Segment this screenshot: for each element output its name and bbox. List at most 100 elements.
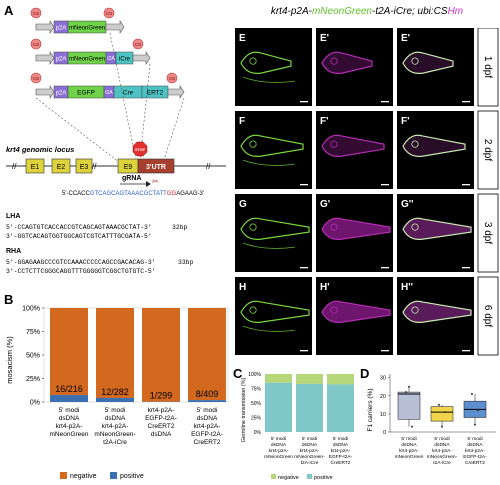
chart-d-category-label: krt4-p2A-	[465, 448, 485, 454]
fish-eye	[411, 140, 419, 148]
legend-positive-label: positive	[314, 475, 333, 481]
chart-d-category-label: krt4-p2A-	[399, 448, 419, 454]
scale-bar	[462, 267, 470, 269]
cs-label: CS	[169, 76, 175, 81]
box-point	[474, 423, 476, 426]
yolk-outline	[242, 325, 296, 332]
bar-negative	[188, 308, 226, 401]
chart-b-category-label: 5' modi	[59, 407, 80, 414]
rha-title: RHA	[6, 248, 22, 255]
construct-mneongreen: CS CS p2A mNeonGreen	[30, 7, 125, 34]
chart-b-ytick: 0%	[30, 400, 40, 407]
chart-c: Germline transmission (%) 0% 25% 50% 75% 100…	[241, 372, 354, 481]
box-point	[411, 425, 413, 428]
bar-negative	[96, 308, 134, 398]
cs-label: CS	[33, 42, 39, 47]
box-point	[438, 403, 440, 406]
bar-negative	[50, 308, 88, 396]
part-p2a-label: p2A	[56, 91, 67, 97]
yolk-outline	[242, 76, 296, 83]
exon-e2-label: E2	[57, 164, 66, 171]
panel-label-d: D	[360, 366, 370, 381]
microscopy-title: krt4-p2A-mNeonGreen-t2A-iCre; ubi:CSHm	[236, 6, 498, 17]
chart-c-category-label: krt4-p2A-	[331, 448, 351, 454]
cs-site-icon	[30, 72, 42, 84]
fish-outline	[402, 217, 472, 240]
microscopy-grid: E E' E' 1 dpf F F' F' 2 dpf G G' G'' 3 dpf H H' H'' 6 d…	[235, 28, 499, 356]
chart-c-category-label: dsDNA	[271, 442, 287, 448]
scale-bar	[300, 101, 308, 103]
chart-c-category-label: dsDNA	[302, 442, 318, 448]
legend-negative-swatch	[271, 474, 276, 479]
chart-d-ytick: 0	[383, 430, 386, 436]
title-magenta: Hm	[447, 6, 464, 17]
chart-b-ytick: 75%	[26, 329, 40, 336]
chart-d-ytick: 10	[380, 412, 386, 418]
fish-eye	[249, 223, 257, 231]
micrograph-panel-label: H'	[320, 282, 330, 293]
chart-d-category-label: 5' modi	[434, 436, 449, 442]
fish-eye	[330, 306, 338, 314]
title-green: mNeonGreen	[311, 6, 372, 17]
grna-sequence: 5'-CCACCGTCAGCAGTAAACGCTATTGGAGAAG-3'	[62, 191, 204, 197]
chart-b-category-label: krt4-p2A-	[148, 407, 175, 414]
legend-negative-swatch	[60, 472, 67, 479]
cs-site-icon	[103, 7, 115, 19]
chart-d-category-label: 5' modi	[401, 436, 416, 442]
chart-b-category-label: EGFP-t2A-	[191, 431, 223, 438]
chart-b-category-label: t2A-iCre	[103, 439, 127, 446]
scale-bar	[300, 184, 308, 186]
fish-eye	[330, 57, 338, 65]
chart-d-category-label: t2A-iCre	[433, 460, 451, 466]
part-cre-label: Cre	[123, 90, 134, 97]
fish-outline	[240, 51, 292, 74]
homology-arm-right-icon	[132, 51, 151, 65]
part-p2a-label: p2A	[56, 57, 67, 63]
exon-e2	[51, 158, 71, 174]
panel-label-b: B	[4, 292, 14, 307]
chart-d-category-label: dsDNA	[434, 442, 450, 448]
cs-label: CS	[106, 11, 112, 16]
lha-top-strand: 5'-CCAGTGTCACCACCGTCAGCAGTAAACGCTAT-3'	[6, 224, 152, 231]
fish-outline	[321, 134, 385, 157]
locus-break-icon: //	[206, 162, 211, 171]
fish-outline	[321, 51, 373, 74]
chart-c-category-label: EGFP-t2A-	[329, 454, 353, 460]
stop-label: STOP	[135, 148, 146, 152]
utr-box	[137, 158, 175, 174]
stage-label: 6 dpf	[482, 305, 493, 327]
fish-eye	[411, 306, 419, 314]
chart-b-category-label: dsDNA	[197, 415, 218, 422]
box-point	[477, 409, 479, 412]
chart-d-ytick: 30	[380, 376, 386, 382]
chart-c-category-label: 5' modi	[271, 436, 286, 442]
stage-label-box	[477, 193, 499, 273]
bar-data-label: 12/282	[101, 387, 129, 397]
chart-d-category-label: 5' modi	[467, 436, 482, 442]
stage-label: 2 dpf	[482, 139, 493, 161]
bar-negative	[296, 374, 323, 384]
fish-outline	[321, 217, 391, 240]
chart-b-ytick: 100%	[22, 306, 40, 313]
bar-positive	[188, 400, 226, 402]
bar-positive	[50, 395, 88, 402]
micrograph-panel-label: F	[239, 116, 245, 127]
legend-negative-label: negative	[70, 473, 97, 480]
box-point	[405, 391, 407, 394]
fish-eye	[411, 223, 419, 231]
fish-eye	[249, 140, 257, 148]
locus-break-icon: //	[12, 162, 17, 171]
homology-arm-right-icon	[167, 85, 185, 99]
fish-outline	[240, 217, 310, 240]
chart-d-category-label: krt4-p2A-	[432, 448, 452, 454]
bar-data-label: 1/299	[150, 391, 173, 401]
cs-site-icon	[30, 7, 42, 19]
chart-b-category-label: dsDNA	[59, 415, 80, 422]
chart-d-category-label: mNeonGreen	[395, 454, 424, 460]
fish-eye	[411, 57, 419, 65]
chart-d-category-label: dsDNA	[401, 442, 417, 448]
rha-bottom-strand: 3'-CCTCTTCGGGCAGGTTTGGGGGTCGGCTGTGTC-5'	[6, 268, 156, 275]
box-point	[408, 385, 410, 388]
micrograph-E2	[397, 28, 474, 106]
